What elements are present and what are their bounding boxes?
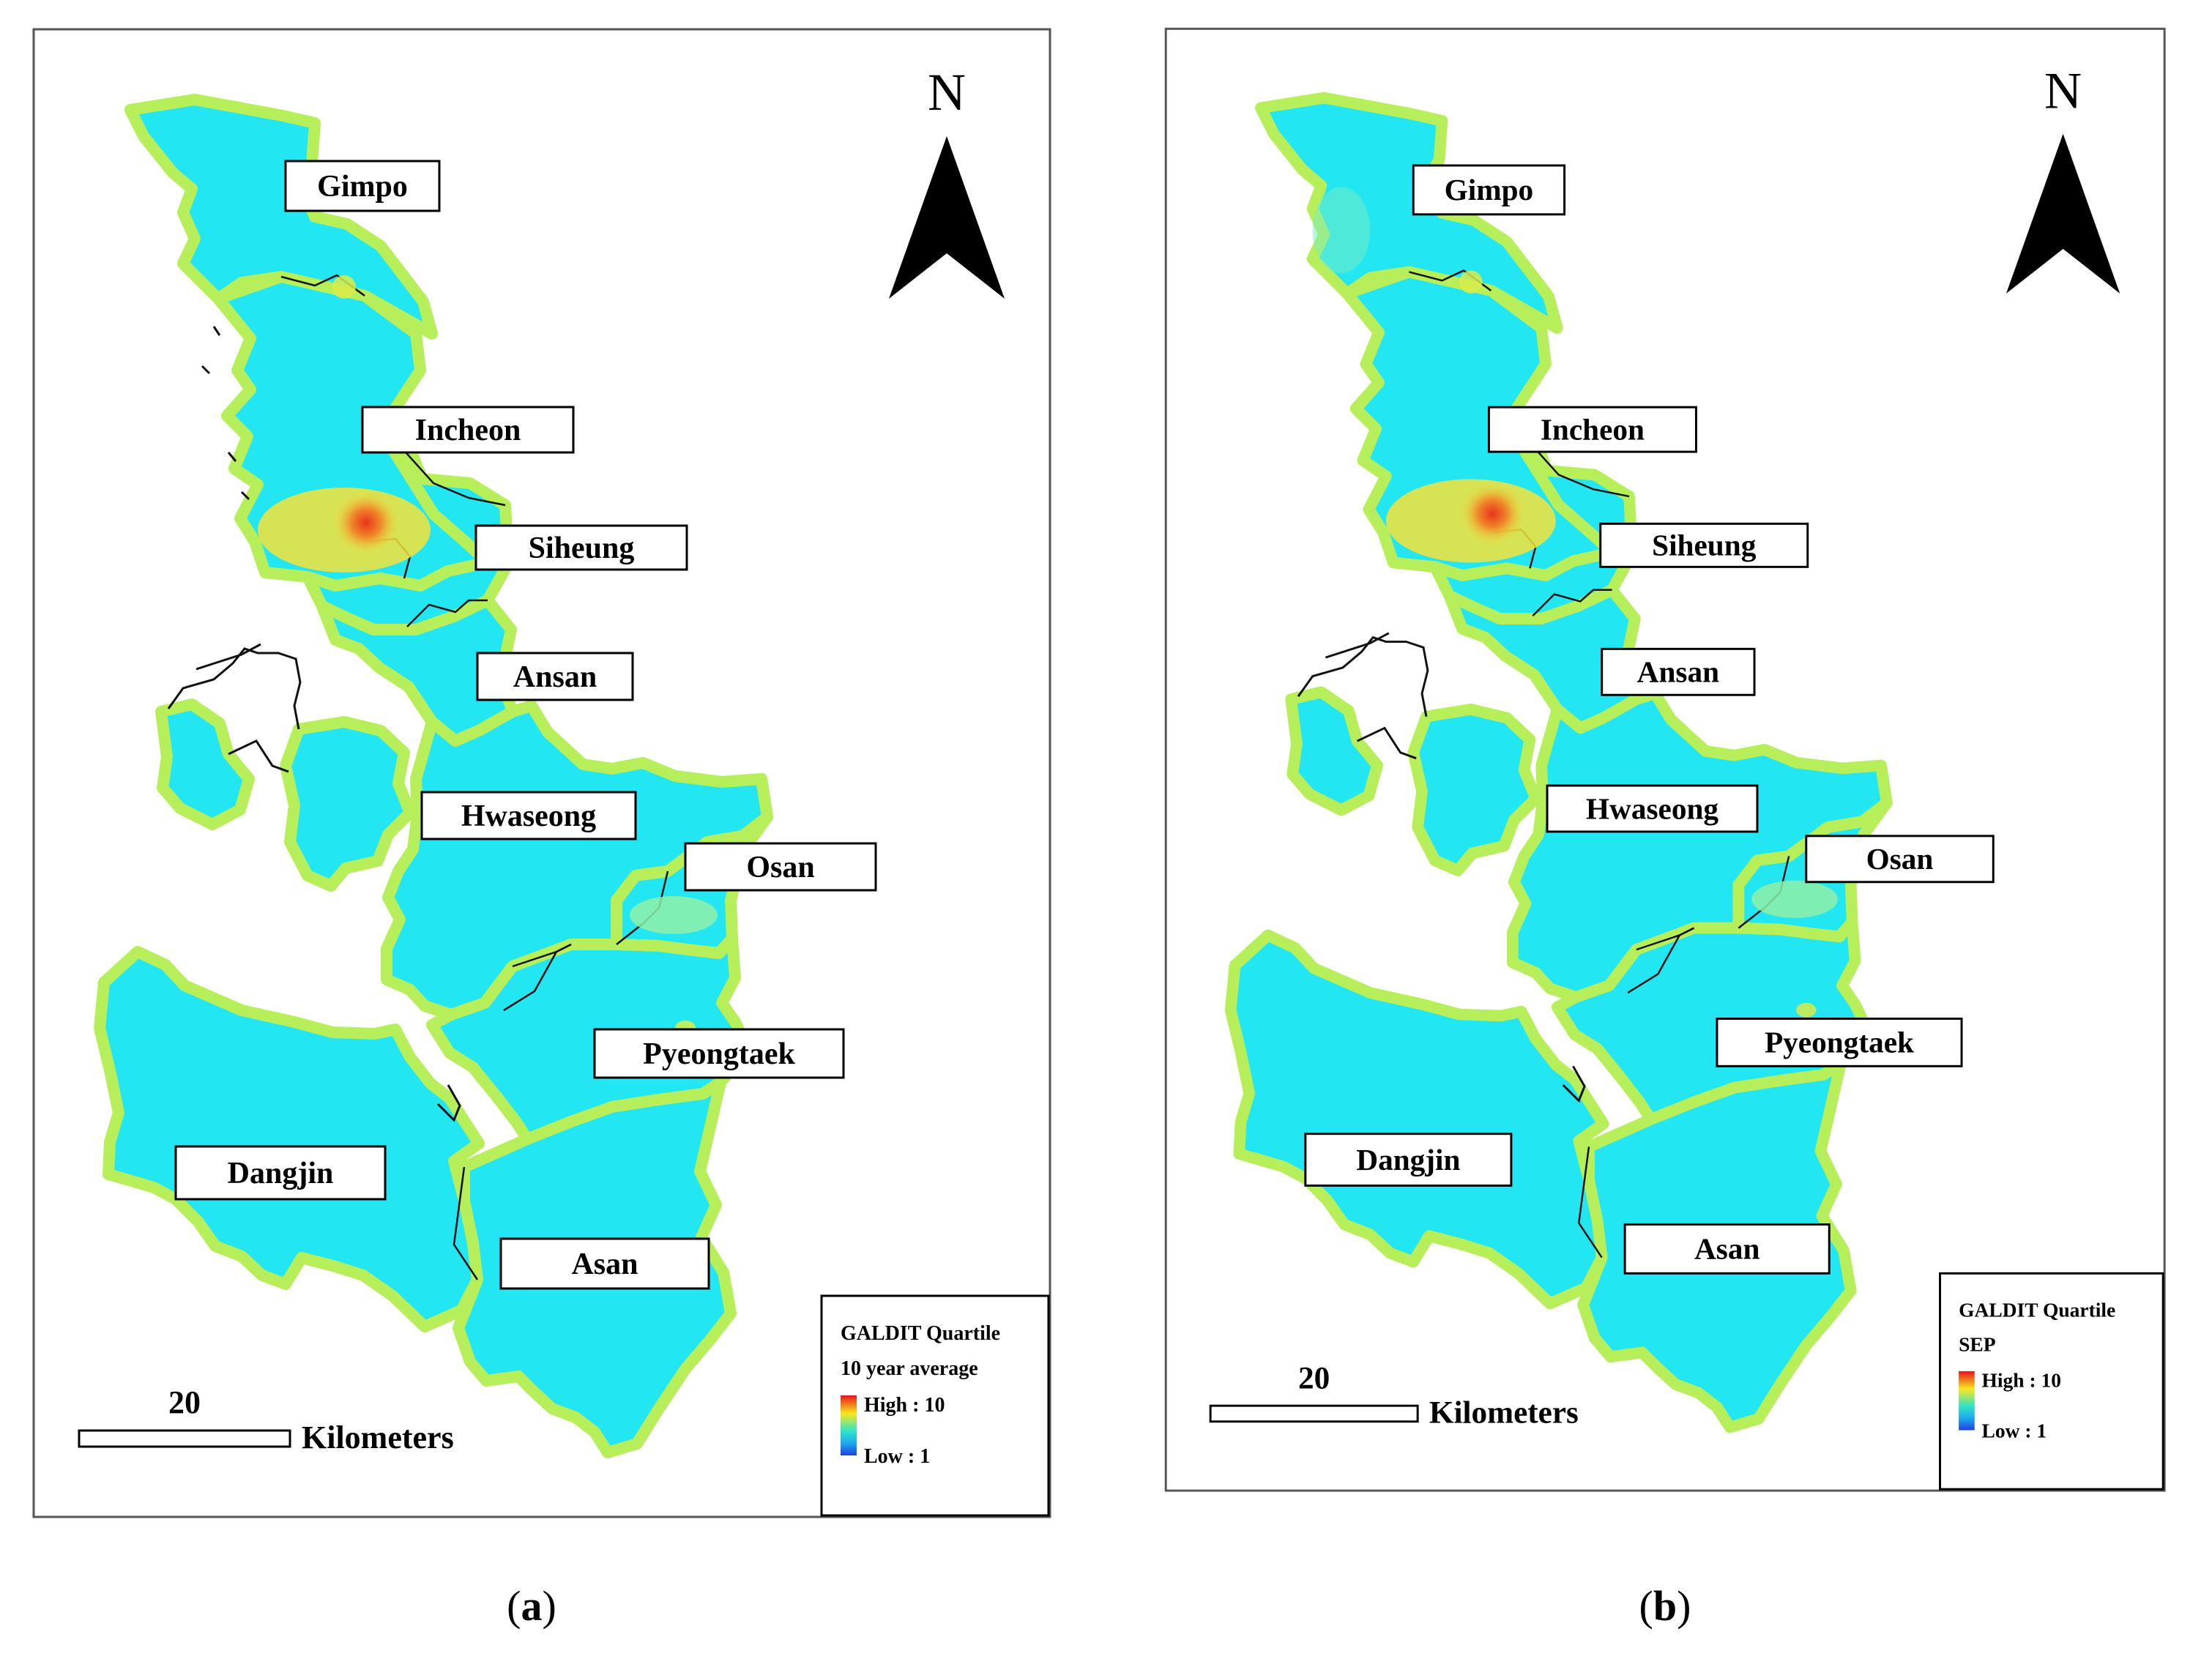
label-hwaseong: Hwaseong xyxy=(420,791,637,840)
region-islands-west xyxy=(155,698,255,830)
label-siheung-text: Siheung xyxy=(1652,529,1757,562)
north-label: N xyxy=(2044,62,2082,119)
map-panel-a: N Gimpo Incheon Siheung Ansan Hwaseong O… xyxy=(32,28,1051,1518)
legend-box xyxy=(820,1294,1050,1517)
legend-low: Low : 1 xyxy=(1982,1419,2047,1442)
north-arrow: N xyxy=(2006,62,2120,294)
scale-unit: Kilometers xyxy=(302,1420,454,1455)
label-ansan-text: Ansan xyxy=(1637,655,1719,689)
scale-value: 20 xyxy=(168,1384,201,1420)
scale-bar-rect xyxy=(1209,1404,1419,1423)
region-islands-west xyxy=(1285,686,1383,816)
north-arrow: N xyxy=(889,63,1005,299)
label-dangjin: Dangjin xyxy=(1304,1133,1513,1187)
hotspot-incheon xyxy=(1385,479,1556,563)
label-gimpo-text: Gimpo xyxy=(317,170,408,204)
legend-low: Low : 1 xyxy=(864,1445,930,1468)
label-hwaseong-text: Hwaseong xyxy=(1586,791,1718,825)
caption-a-letter: a xyxy=(521,1582,543,1630)
label-pyeongtaek: Pyeongtaek xyxy=(1716,1017,1963,1067)
label-pyeongtaek-text: Pyeongtaek xyxy=(1765,1026,1914,1059)
scale-bar-rect xyxy=(78,1429,291,1448)
label-hwaseong: Hwaseong xyxy=(1546,784,1759,833)
label-dangjin: Dangjin xyxy=(174,1145,387,1201)
label-incheon: Incheon xyxy=(361,406,575,454)
label-dangjin-text: Dangjin xyxy=(228,1157,334,1190)
legend-subtitle: SEP xyxy=(1959,1332,1996,1355)
legend-subtitle: 10 year average xyxy=(841,1357,978,1380)
legend-color-ramp xyxy=(1959,1370,1975,1431)
label-siheung: Siheung xyxy=(474,524,688,571)
label-gimpo: Gimpo xyxy=(284,160,441,212)
map-panel-b: N Gimpo Incheon Siheung Ansan Hwaseong O… xyxy=(1164,27,2166,1492)
label-dangjin-text: Dangjin xyxy=(1356,1143,1460,1176)
place-labels: Gimpo Incheon Siheung Ansan Hwaseong Osa… xyxy=(1304,164,1995,1275)
label-hwaseong-text: Hwaseong xyxy=(461,799,596,833)
label-incheon-text: Incheon xyxy=(415,414,521,447)
label-ansan: Ansan xyxy=(476,652,634,701)
caption-a: (a) xyxy=(507,1582,556,1630)
label-siheung-text: Siheung xyxy=(529,532,635,565)
label-asan-text: Asan xyxy=(571,1248,638,1281)
label-asan: Asan xyxy=(499,1237,710,1290)
study-area xyxy=(94,94,773,1458)
legend-title: GALDIT Quartile xyxy=(841,1322,1000,1345)
label-osan-text: Osan xyxy=(1866,842,1934,876)
hotspot-incheon xyxy=(258,488,431,573)
label-ansan-text: Ansan xyxy=(513,660,597,694)
scale-bar: 20 Kilometers xyxy=(1209,1361,1579,1431)
label-osan: Osan xyxy=(684,842,877,892)
label-siheung: Siheung xyxy=(1599,522,1809,568)
region-islands-mid xyxy=(1407,704,1542,876)
caption-b: (b) xyxy=(1639,1582,1691,1630)
label-asan: Asan xyxy=(1623,1223,1831,1275)
label-gimpo-text: Gimpo xyxy=(1445,173,1534,206)
legend: GALDIT Quartile 10 year average High : 1… xyxy=(820,1294,1050,1517)
scale-unit: Kilometers xyxy=(1429,1395,1579,1431)
scale-bar: 20 Kilometers xyxy=(78,1384,454,1455)
coastal-zone xyxy=(1312,187,1839,1018)
label-ansan: Ansan xyxy=(1601,647,1756,696)
label-incheon-text: Incheon xyxy=(1541,412,1645,446)
north-label: N xyxy=(928,63,966,122)
coastline-outlines xyxy=(1297,632,1586,1103)
label-gimpo: Gimpo xyxy=(1412,164,1566,216)
study-area xyxy=(1224,92,1893,1433)
scale-value: 20 xyxy=(1298,1361,1330,1396)
coastline-outlines xyxy=(167,326,461,1122)
region-islands-mid xyxy=(280,716,416,892)
region-dangjin xyxy=(1224,929,1609,1310)
legend-title: GALDIT Quartile xyxy=(1959,1298,2115,1321)
legend-color-ramp xyxy=(841,1395,857,1455)
place-labels: Gimpo Incheon Siheung Ansan Hwaseong Osa… xyxy=(174,160,877,1290)
legend-high: High : 10 xyxy=(1982,1369,2061,1392)
label-incheon: Incheon xyxy=(1487,406,1697,453)
legend: GALDIT Quartile SEP High : 10 Low : 1 xyxy=(1939,1272,2164,1491)
label-asan-text: Asan xyxy=(1694,1232,1759,1266)
label-osan-text: Osan xyxy=(746,851,814,884)
label-pyeongtaek-text: Pyeongtaek xyxy=(643,1037,795,1071)
label-osan: Osan xyxy=(1805,835,1995,884)
north-arrow-icon xyxy=(889,136,1005,299)
caption-b-letter: b xyxy=(1653,1582,1677,1630)
north-arrow-icon xyxy=(2006,133,2120,294)
label-pyeongtaek: Pyeongtaek xyxy=(593,1028,845,1079)
legend-high: High : 10 xyxy=(864,1394,945,1417)
legend-box xyxy=(1939,1272,2164,1491)
region-dangjin xyxy=(94,946,485,1332)
